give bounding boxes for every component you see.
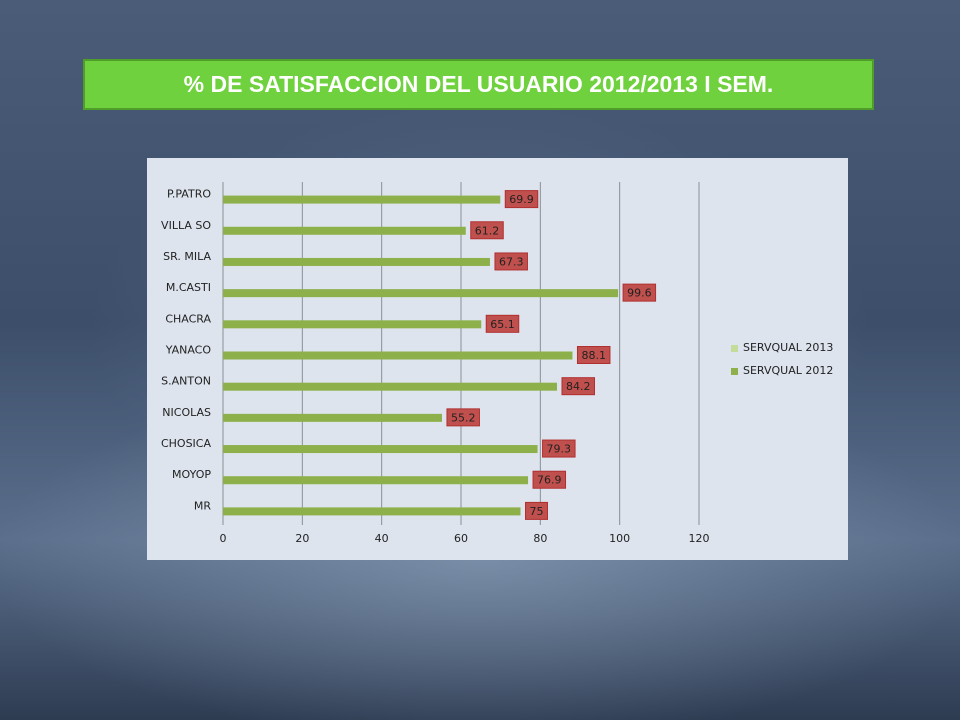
x-tick-label: 100: [609, 532, 630, 545]
bar: [223, 413, 442, 422]
data-label-box: [494, 252, 528, 271]
data-label-box: [470, 221, 504, 240]
chart-title: % DE SATISFACCION DEL USUARIO 2012/2013 …: [183, 71, 774, 97]
data-label: 65.1: [490, 318, 514, 331]
x-tick-label: 0: [220, 532, 227, 545]
y-tick-label: YANACO: [165, 344, 212, 357]
data-label-box: [622, 283, 657, 302]
y-tick-label: P.PATRO: [167, 188, 211, 201]
data-label-box: [504, 190, 539, 209]
data-label-box: [485, 314, 520, 333]
bar: [223, 289, 619, 298]
bar: [223, 382, 557, 391]
chart: 0 20 40 60 80 100 120 P.PATRO 69.9 VILLA SO 61.2 SR…: [147, 158, 848, 560]
y-tick-label: VILLA SO: [161, 219, 211, 232]
data-label: 75: [530, 505, 544, 518]
x-tick-label: 60: [454, 532, 468, 545]
bar: [223, 507, 521, 516]
data-label: 76.9: [537, 474, 562, 487]
legend-swatch: [731, 345, 738, 352]
y-tick-label: MOYOP: [172, 468, 211, 481]
y-tick-label: M.CASTI: [166, 281, 211, 294]
y-tick-label: CHOSICA: [161, 437, 212, 450]
data-label: 61.2: [475, 224, 500, 237]
data-label: 84.2: [566, 380, 591, 393]
data-label-box: [576, 346, 611, 364]
bar: [223, 320, 482, 329]
data-label-box: [532, 470, 567, 489]
data-label-box: [561, 377, 595, 396]
title-box: % DE SATISFACCION DEL USUARIO 2012/2013 …: [83, 59, 874, 110]
legend-label: SERVQUAL 2012: [743, 364, 833, 377]
data-label: 99.6: [627, 287, 652, 300]
x-tick-label: 40: [375, 532, 389, 545]
data-label-box: [542, 439, 576, 458]
x-tick-label: 20: [295, 532, 309, 545]
data-label: 67.3: [499, 255, 524, 268]
bar: [223, 195, 501, 204]
y-tick-label: S.ANTON: [161, 375, 211, 388]
y-tick-label: CHACRA: [165, 312, 211, 325]
data-label-box: [525, 501, 548, 520]
y-tick-label: SR. MILA: [163, 250, 211, 263]
legend-label: SERVQUAL 2013: [743, 341, 833, 354]
data-label-box: [446, 408, 480, 427]
y-tick-label: NICOLAS: [162, 406, 211, 419]
bar: [223, 351, 573, 360]
data-label: 69.9: [509, 193, 534, 206]
bar: [223, 445, 538, 454]
data-label: 55.2: [451, 411, 476, 424]
data-label: 88.1: [581, 349, 606, 362]
data-label: 79.3: [547, 443, 572, 456]
y-tick-label: MR: [194, 499, 211, 512]
bar: [223, 476, 529, 485]
x-tick-label: 120: [689, 532, 710, 545]
bar: [223, 226, 466, 235]
bar: [223, 257, 490, 266]
legend-swatch: [731, 368, 738, 375]
x-tick-label: 80: [533, 532, 547, 545]
